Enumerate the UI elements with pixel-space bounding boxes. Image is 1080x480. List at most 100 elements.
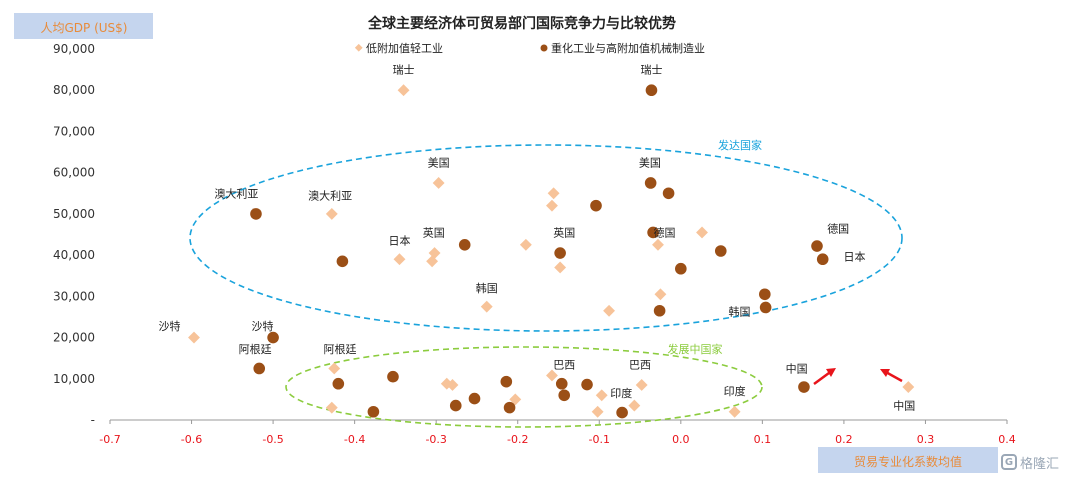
point-heavy-industry xyxy=(714,245,727,257)
point-light-industry xyxy=(628,399,641,412)
x-tick-label: 0.2 xyxy=(835,433,853,446)
china-arrows xyxy=(813,368,903,386)
point-light-industry xyxy=(426,255,439,268)
x-tick-label: 0.0 xyxy=(672,433,690,446)
point-heavy-industry xyxy=(662,187,675,200)
country-label: 日本 xyxy=(388,234,410,248)
watermark-text: 格隆汇 xyxy=(1020,456,1060,472)
point-heavy-industry xyxy=(253,362,266,375)
chart-title: 全球主要经济体可贸易部门国际竞争力与比较优势 xyxy=(367,15,676,32)
point-light-industry xyxy=(635,379,648,391)
y-tick-label: 90,000 xyxy=(53,42,95,56)
point-light-industry xyxy=(547,187,560,200)
developed-group-ellipse xyxy=(189,144,903,332)
point-light-industry xyxy=(188,331,200,344)
x-tick-label: -0.7 xyxy=(99,433,120,446)
x-tick-label: -0.3 xyxy=(425,433,446,446)
country-label: 印度 xyxy=(610,386,632,400)
developed-group-label: 发达国家 xyxy=(718,138,762,152)
point-heavy-industry xyxy=(759,301,772,314)
y-tick-label: 60,000 xyxy=(53,166,95,180)
legend-light-marker xyxy=(354,43,363,52)
country-label: 韩国 xyxy=(729,305,751,319)
point-light-industry xyxy=(654,288,667,301)
point-heavy-industry xyxy=(250,208,262,220)
x-tick-label: -0.6 xyxy=(181,433,202,446)
x-tick-label: 0.1 xyxy=(754,433,772,446)
country-label: 德国 xyxy=(654,225,676,239)
data-points xyxy=(188,84,915,419)
country-label: 澳大利亚 xyxy=(214,186,258,200)
point-light-industry xyxy=(902,381,915,393)
point-heavy-industry xyxy=(759,288,771,301)
country-label: 英国 xyxy=(553,225,575,239)
point-light-industry xyxy=(325,401,338,414)
developing-group-label: 发展中国家 xyxy=(668,342,723,356)
point-heavy-industry xyxy=(647,226,659,239)
point-light-industry xyxy=(546,199,558,212)
y-tick-label: 50,000 xyxy=(53,207,95,221)
point-heavy-industry xyxy=(555,377,568,390)
country-label: 阿根廷 xyxy=(323,342,356,356)
point-heavy-industry xyxy=(811,240,823,252)
point-heavy-industry xyxy=(798,381,810,393)
y-tick-label: 30,000 xyxy=(53,289,95,303)
country-label: 巴西 xyxy=(553,358,575,371)
country-label: 德国 xyxy=(827,221,849,235)
y-axis-label: 人均GDP (US$) xyxy=(41,21,128,35)
country-label: 中国 xyxy=(893,400,915,413)
x-axis-label-background xyxy=(818,447,998,473)
x-tick-label: 0.3 xyxy=(917,433,935,446)
logo-icon: G xyxy=(1001,454,1017,470)
china-arrow-heavy-head xyxy=(826,368,836,377)
country-label: 英国 xyxy=(423,225,445,239)
point-heavy-industry xyxy=(332,377,345,390)
point-heavy-industry xyxy=(644,177,657,189)
point-heavy-industry xyxy=(816,253,829,266)
point-light-industry xyxy=(652,238,664,251)
legend-heavy-label: 重化工业与高附加值机械制造业 xyxy=(551,41,705,55)
point-heavy-industry xyxy=(449,399,462,412)
point-light-industry xyxy=(554,261,567,274)
point-heavy-industry xyxy=(387,370,399,383)
point-heavy-industry xyxy=(503,401,516,414)
point-light-industry xyxy=(446,379,459,391)
country-label: 印度 xyxy=(724,384,746,398)
point-heavy-industry xyxy=(554,247,566,259)
point-heavy-industry xyxy=(616,406,628,419)
china-arrow-light-head xyxy=(880,369,890,377)
watermark-logo: G 格隆汇 xyxy=(1001,451,1080,473)
point-heavy-industry xyxy=(675,262,687,275)
y-tick-label: 10,000 xyxy=(53,372,95,386)
legend: 低附加值轻工业 重化工业与高附加值机械制造业 xyxy=(354,41,705,55)
point-heavy-industry xyxy=(367,405,380,418)
x-tick-label: -0.1 xyxy=(589,433,610,446)
point-heavy-industry xyxy=(500,375,513,388)
country-label: 巴西 xyxy=(629,358,651,371)
point-heavy-industry xyxy=(590,199,602,212)
axes: -0.7 -0.6 -0.5 -0.4 -0.3 -0.2 -0.1 0.0 0.1 0.2 0.3… xyxy=(53,42,1016,446)
country-label: 瑞士 xyxy=(393,63,415,77)
developing-group-ellipse xyxy=(285,346,763,428)
country-label: 日本 xyxy=(844,249,866,263)
point-heavy-industry xyxy=(645,84,658,97)
country-label: 中国 xyxy=(786,362,808,375)
point-light-industry xyxy=(728,405,741,418)
point-light-industry xyxy=(595,389,608,402)
y-tick-label: 80,000 xyxy=(53,83,95,97)
point-light-industry xyxy=(325,207,338,220)
point-light-industry xyxy=(546,369,558,382)
y-tick-label: 20,000 xyxy=(53,331,95,345)
point-light-industry xyxy=(696,226,708,239)
x-tick-label: -0.2 xyxy=(507,433,528,446)
point-heavy-industry xyxy=(581,378,593,391)
point-light-industry xyxy=(397,84,410,97)
group-ellipses: 发达国家 发展中国家 xyxy=(189,138,903,428)
country-label: 美国 xyxy=(639,156,661,169)
point-labels: 瑞士 瑞士美国 美国澳大利亚 澳大利亚日本英国 英国 德国 德国日本韩国韩国沙特 沙特阿根廷阿… xyxy=(159,63,916,413)
point-heavy-industry xyxy=(267,331,279,344)
point-light-industry xyxy=(393,253,406,266)
point-heavy-industry xyxy=(653,304,666,317)
x-tick-label: -0.5 xyxy=(262,433,283,446)
y-tick-label: - xyxy=(91,413,95,427)
